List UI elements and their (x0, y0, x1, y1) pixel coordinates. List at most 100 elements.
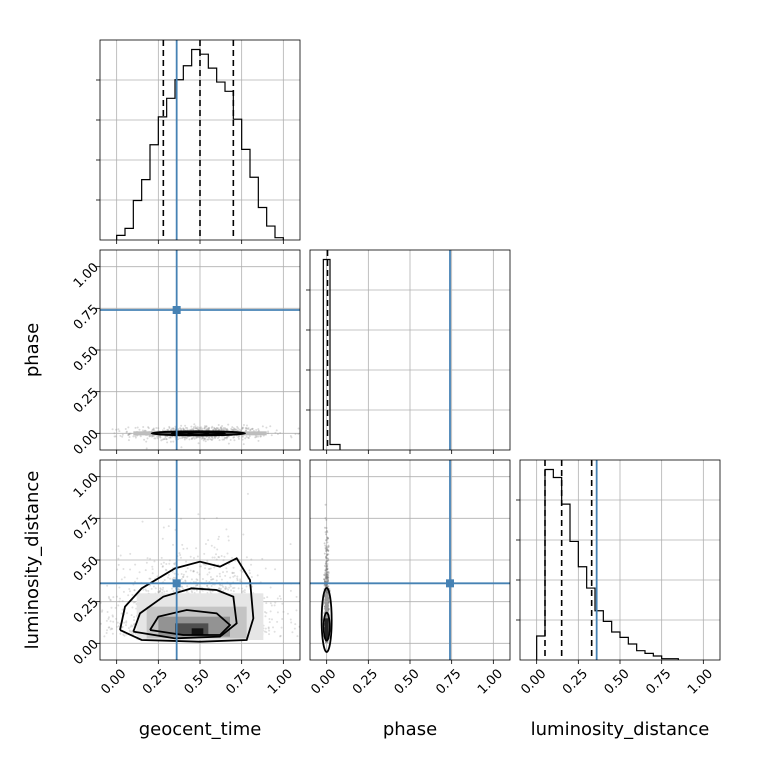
sample-point (117, 625, 120, 628)
histogram-phase (322, 258, 341, 450)
sample-point (289, 434, 292, 437)
sample-point (326, 541, 329, 544)
sample-point (326, 578, 329, 581)
sample-point (226, 428, 229, 431)
sample-point (206, 584, 209, 587)
contour-level (320, 587, 333, 653)
sample-point (128, 588, 131, 591)
sample-point (226, 436, 229, 439)
sample-point (227, 435, 230, 438)
sample-point (326, 583, 329, 586)
sample-point (106, 629, 109, 632)
sample-point (326, 571, 329, 574)
sample-point (241, 438, 244, 441)
sample-point (252, 429, 255, 432)
sample-point (158, 590, 161, 593)
sample-point (125, 430, 128, 433)
sample-point (196, 427, 199, 430)
sample-point (195, 426, 198, 429)
sample-point (205, 425, 208, 428)
sample-point (172, 427, 175, 430)
sample-point (223, 426, 226, 429)
sample-point (222, 571, 225, 574)
sample-point (210, 544, 213, 547)
sample-point (325, 575, 328, 578)
sample-point (177, 428, 180, 431)
density-layer (100, 423, 333, 653)
sample-point (203, 427, 206, 430)
sample-point (237, 429, 240, 432)
sample-point (212, 578, 215, 581)
sample-point (163, 578, 166, 581)
sample-point (196, 555, 199, 558)
sample-point (200, 565, 203, 568)
x-tick-label: 0.25 (350, 666, 381, 697)
sample-point (323, 564, 326, 567)
sample-point (325, 533, 328, 536)
sample-point (160, 439, 163, 442)
x-axis-label-luminosity_distance: luminosity_distance (531, 719, 710, 740)
sample-point (240, 580, 243, 583)
sample-point (148, 435, 151, 438)
sample-point (219, 426, 222, 429)
sample-point (185, 436, 188, 439)
sample-point (325, 561, 328, 564)
truth-marker (172, 306, 181, 314)
sample-point (182, 575, 185, 578)
sample-point (232, 571, 235, 574)
sample-point (127, 426, 130, 429)
sample-point (325, 589, 328, 592)
sample-point (242, 426, 245, 429)
sample-point (132, 633, 135, 636)
sample-point (199, 427, 202, 430)
sample-point (216, 437, 219, 440)
sample-point (184, 580, 187, 583)
sample-point (238, 428, 241, 431)
sample-point (198, 436, 201, 439)
sample-point (259, 435, 262, 438)
sample-point (134, 435, 137, 438)
sample-point (122, 633, 125, 636)
sample-point (152, 427, 155, 430)
sample-point (268, 621, 271, 624)
sample-point (215, 579, 218, 582)
sample-point (236, 577, 239, 580)
sample-point (245, 424, 248, 427)
sample-point (324, 584, 327, 587)
sample-point (326, 554, 329, 557)
sample-point (326, 589, 329, 592)
sample-point (127, 627, 130, 630)
sample-point (250, 428, 253, 431)
sample-point (324, 517, 327, 520)
sample-point (218, 439, 221, 442)
sample-point (144, 588, 147, 591)
sample-point (245, 427, 248, 430)
sample-point (325, 550, 328, 553)
sample-point (231, 572, 234, 575)
sample-point (207, 427, 210, 430)
sample-point (195, 547, 198, 550)
sample-point (237, 587, 240, 590)
sample-point (169, 435, 172, 438)
x-tick-label: 1.00 (475, 666, 506, 697)
sample-point (107, 616, 110, 619)
sample-point (210, 438, 213, 441)
sample-point (180, 517, 183, 520)
sample-point (323, 601, 326, 604)
sample-point (326, 576, 329, 579)
sample-point (232, 428, 235, 431)
sample-point (164, 568, 167, 571)
sample-point (127, 439, 130, 442)
sample-point (247, 436, 250, 439)
sample-point (265, 631, 268, 634)
sample-point (232, 436, 235, 439)
sample-point (222, 585, 225, 588)
sample-point (157, 591, 160, 594)
sample-point (203, 426, 206, 429)
sample-point (225, 428, 228, 431)
sample-point (201, 436, 204, 439)
sample-point (324, 571, 327, 574)
sample-point (261, 425, 264, 428)
sample-point (327, 559, 330, 562)
